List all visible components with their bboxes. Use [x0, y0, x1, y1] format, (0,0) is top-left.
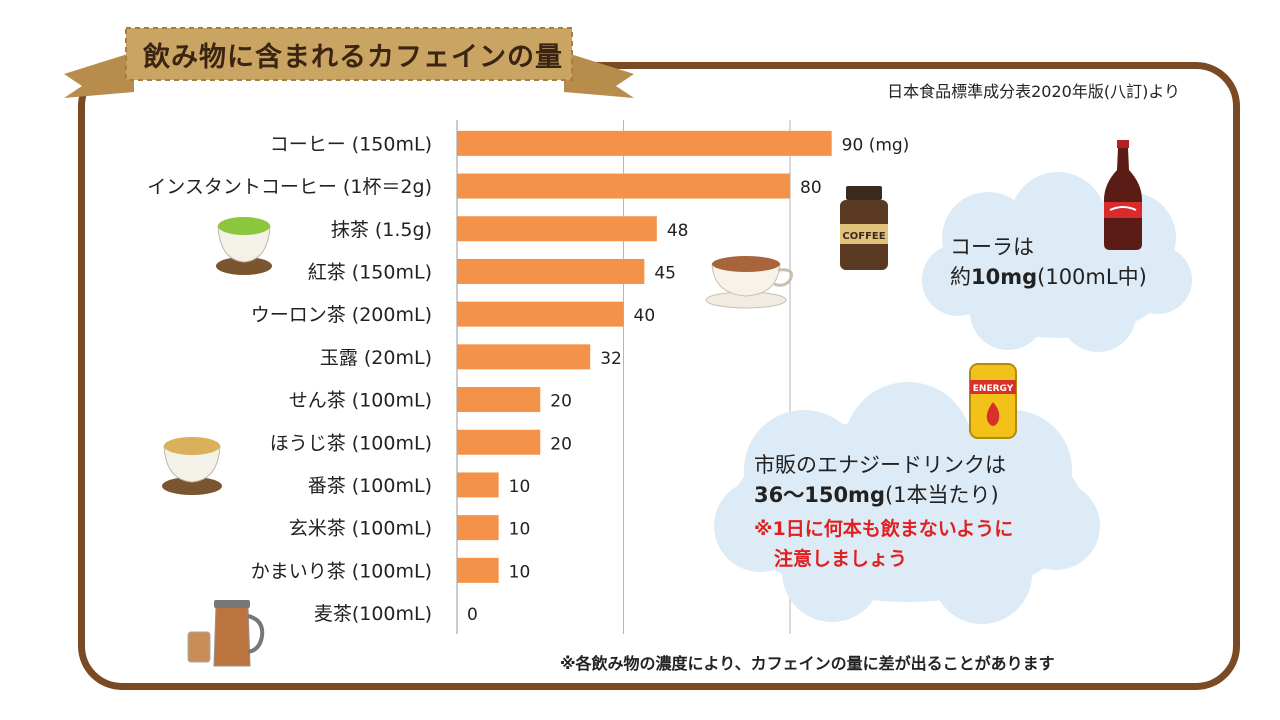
- title-ribbon: [64, 27, 634, 98]
- value-label: 40: [634, 306, 656, 326]
- cola-bottle-icon: [1104, 140, 1142, 250]
- bar: [457, 472, 499, 498]
- energy-can-icon: ENERGY: [969, 363, 1017, 439]
- bar: [457, 216, 657, 242]
- cola-callout: コーラは 約10mg(100mL中): [950, 232, 1147, 292]
- category-label: かまいり茶 (100mL): [251, 560, 432, 582]
- matcha-cup-icon: [216, 217, 272, 275]
- value-label: 20: [550, 392, 572, 412]
- category-label: 玉露 (20mL): [320, 347, 432, 369]
- hojicha-cup-icon: [162, 437, 222, 495]
- cola-unit: (100mL中): [1037, 265, 1147, 289]
- energy-can-label: ENERGY: [973, 384, 1014, 394]
- chart-frame: [78, 62, 1240, 690]
- bar: [457, 173, 791, 199]
- energy-unit: (1本当たり): [884, 483, 999, 507]
- page-title: 飲み物に含まれるカフェインの量: [143, 41, 563, 73]
- energy-callout: 市販のエナジードリンクは 36～150mg(1本当たり): [754, 450, 1006, 510]
- cola-amount: 10mg: [971, 265, 1038, 289]
- bar: [457, 344, 591, 370]
- value-label: 48: [667, 221, 689, 241]
- category-label: 麦茶(100mL): [314, 603, 432, 625]
- bar: [457, 429, 541, 455]
- energy-amount: 36～150mg: [754, 483, 885, 507]
- coffee-jar-icon: COFFEE: [840, 186, 888, 270]
- energy-note1: ※1日に何本も飲まないように: [754, 518, 1014, 540]
- bar: [457, 258, 645, 284]
- value-label: 80: [800, 178, 822, 198]
- value-label: 0: [467, 605, 478, 625]
- value-label: 10: [509, 520, 531, 540]
- footnote: ※各飲み物の濃度により、カフェインの量に差が出ることがあります: [560, 654, 1055, 673]
- cola-line1: コーラは: [950, 235, 1034, 259]
- value-label: 20: [550, 434, 572, 454]
- value-label: 45: [654, 263, 676, 283]
- category-label: インスタントコーヒー (1杯＝2g): [147, 176, 432, 198]
- category-label: コーヒー (150mL): [270, 133, 432, 155]
- value-label: 32: [600, 349, 622, 369]
- energy-line2: 36～150mg(1本当たり): [754, 480, 1006, 510]
- category-label: 玄米茶 (100mL): [289, 518, 432, 540]
- teacup-icon: [705, 256, 793, 309]
- energy-note2: 注意しましょう: [774, 548, 908, 570]
- energy-line1: 市販のエナジードリンクは: [754, 453, 1006, 477]
- energy-warning: ※1日に何本も飲まないように 注意しましょう: [754, 514, 1013, 574]
- category-label: 抹茶 (1.5g): [331, 219, 432, 241]
- category-label: ほうじ茶 (100mL): [270, 432, 432, 454]
- bar: [457, 387, 541, 413]
- cola-prefix: 約: [950, 265, 971, 289]
- category-label: せん茶 (100mL): [289, 390, 432, 412]
- category-label: 紅茶 (150mL): [308, 261, 432, 283]
- value-label: 10: [509, 562, 531, 582]
- data-source: 日本食品標準成分表2020年版(八訂)より: [887, 82, 1180, 101]
- bar: [457, 557, 499, 583]
- bar: [457, 301, 624, 327]
- category-label: ウーロン茶 (200mL): [251, 304, 432, 326]
- bar: [457, 515, 499, 541]
- cola-line2: 約10mg(100mL中): [950, 262, 1147, 292]
- category-label: 番茶 (100mL): [308, 475, 432, 497]
- energy-cloud: [714, 382, 1100, 624]
- barley-tea-pitcher-icon: [187, 600, 265, 667]
- value-label: 90 (mg): [842, 135, 910, 155]
- bar: [457, 130, 832, 156]
- coffee-jar-label: COFFEE: [842, 231, 885, 242]
- value-label: 10: [509, 477, 531, 497]
